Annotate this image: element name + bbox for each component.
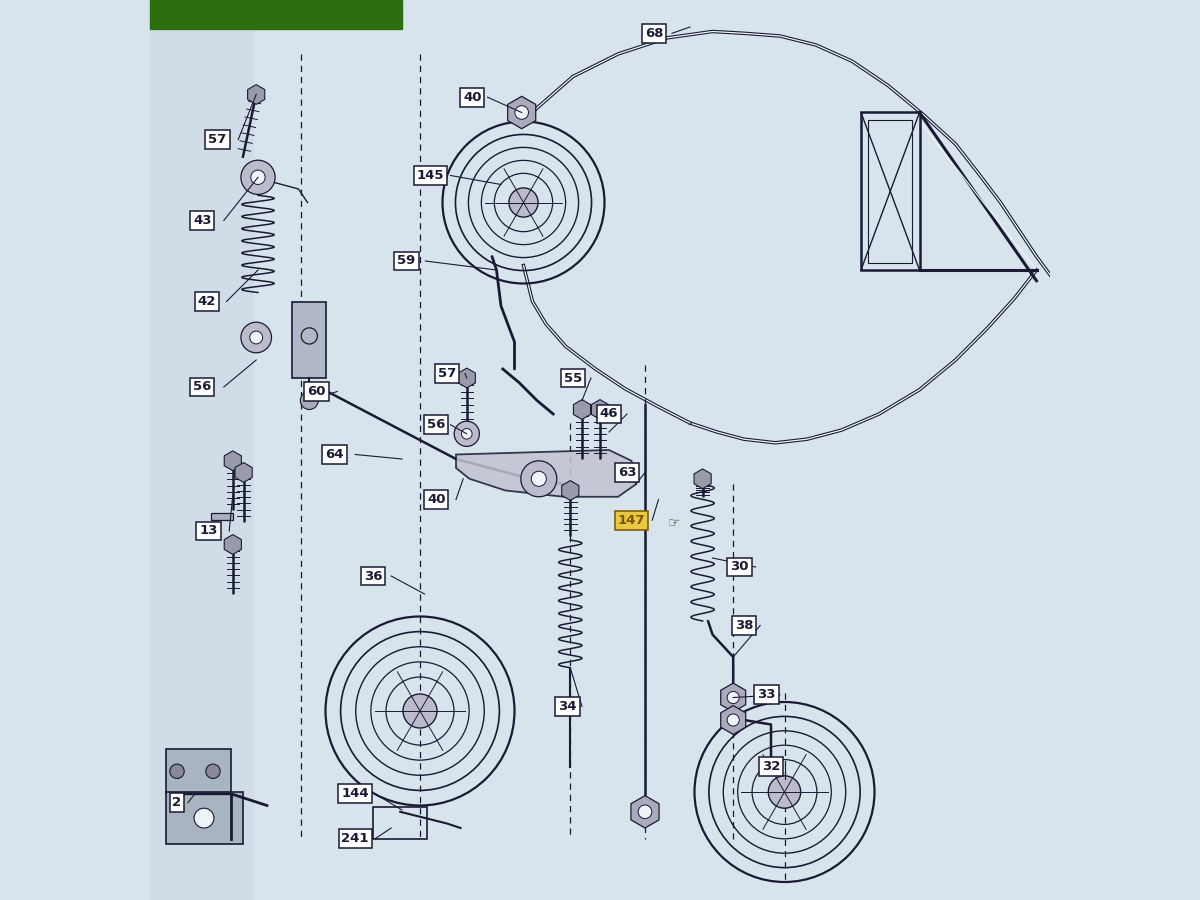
Circle shape <box>515 105 528 120</box>
Polygon shape <box>247 85 265 104</box>
Polygon shape <box>211 513 233 520</box>
Text: ☞: ☞ <box>667 515 680 529</box>
Circle shape <box>250 331 263 344</box>
Circle shape <box>521 461 557 497</box>
Text: 59: 59 <box>397 255 415 267</box>
Text: 34: 34 <box>558 700 577 713</box>
Text: 46: 46 <box>600 408 618 420</box>
Polygon shape <box>562 481 578 500</box>
Circle shape <box>509 188 538 217</box>
Polygon shape <box>631 796 659 828</box>
Circle shape <box>454 421 480 446</box>
Circle shape <box>462 428 472 439</box>
Text: 63: 63 <box>618 466 636 479</box>
Text: 36: 36 <box>364 570 383 582</box>
Text: 56: 56 <box>427 418 445 431</box>
Circle shape <box>727 691 739 704</box>
Bar <box>166 792 242 844</box>
Circle shape <box>403 694 437 728</box>
Text: 30: 30 <box>731 561 749 573</box>
Circle shape <box>768 776 800 808</box>
Circle shape <box>727 714 739 726</box>
Text: 56: 56 <box>193 381 211 393</box>
Bar <box>373 807 427 839</box>
Polygon shape <box>224 535 241 554</box>
Text: 64: 64 <box>325 448 343 461</box>
Text: 43: 43 <box>193 214 211 227</box>
Text: 42: 42 <box>198 295 216 308</box>
Circle shape <box>194 808 214 828</box>
Text: 2: 2 <box>173 796 181 809</box>
Text: 55: 55 <box>564 372 582 384</box>
Polygon shape <box>508 96 535 129</box>
Text: 57: 57 <box>209 133 227 146</box>
Text: 241: 241 <box>342 832 368 845</box>
Polygon shape <box>235 463 252 482</box>
Polygon shape <box>224 451 241 471</box>
Circle shape <box>532 472 546 486</box>
Text: 40: 40 <box>427 493 445 506</box>
Circle shape <box>638 805 652 819</box>
Text: 68: 68 <box>644 27 664 40</box>
Polygon shape <box>458 368 475 388</box>
Bar <box>293 302 326 378</box>
Polygon shape <box>592 400 608 419</box>
Circle shape <box>241 322 271 353</box>
Text: 40: 40 <box>463 91 481 104</box>
Polygon shape <box>721 706 745 734</box>
Text: 33: 33 <box>757 688 775 701</box>
Polygon shape <box>721 683 745 712</box>
Polygon shape <box>694 469 712 489</box>
Bar <box>869 120 912 263</box>
Polygon shape <box>574 400 590 419</box>
Polygon shape <box>456 450 636 497</box>
Bar <box>166 749 230 794</box>
Text: 38: 38 <box>734 619 754 632</box>
Bar <box>150 27 253 900</box>
Text: 60: 60 <box>307 385 325 398</box>
Circle shape <box>300 392 318 410</box>
Circle shape <box>251 170 265 184</box>
Circle shape <box>170 764 185 778</box>
Text: 145: 145 <box>418 169 444 182</box>
Bar <box>150 0 402 29</box>
Circle shape <box>241 160 275 194</box>
Circle shape <box>206 764 221 778</box>
Text: 32: 32 <box>762 760 780 773</box>
Text: 57: 57 <box>438 367 456 380</box>
Text: 147: 147 <box>618 514 646 526</box>
Bar <box>862 112 919 270</box>
Text: 13: 13 <box>199 525 217 537</box>
Text: 144: 144 <box>341 788 370 800</box>
